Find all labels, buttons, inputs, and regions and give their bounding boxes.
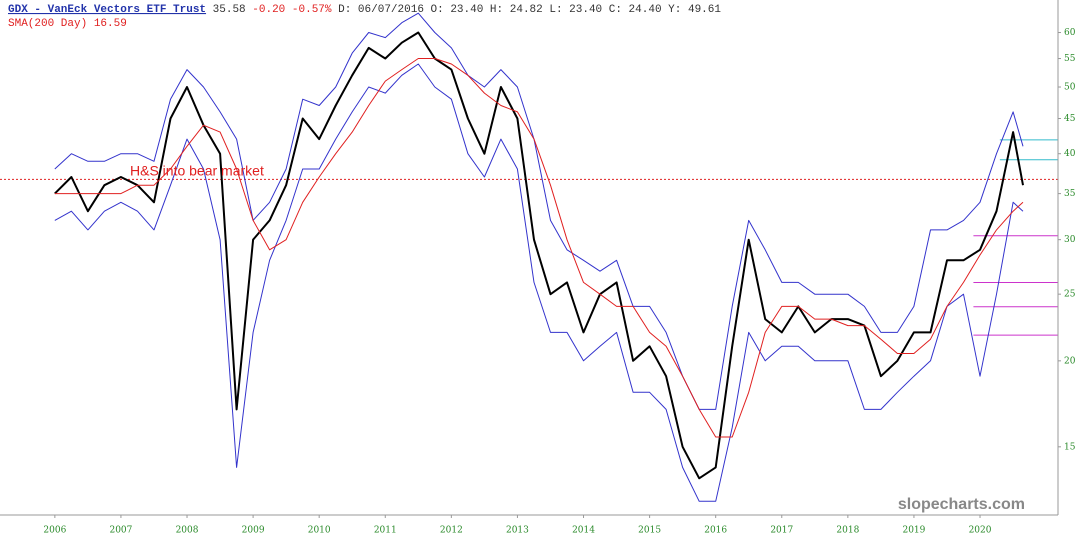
header-line: GDX - VanEck Vectors ETF Trust 35.58 -0.… <box>8 4 721 16</box>
y-tick-label: 55 <box>1064 54 1076 64</box>
y-tick-label: 40 <box>1064 149 1076 159</box>
x-tick-label: 2007 <box>109 526 132 536</box>
y-tick-label: 60 <box>1064 28 1076 38</box>
series-line <box>54 63 1024 502</box>
x-tick-label: 2015 <box>638 526 661 536</box>
series-line <box>54 31 1024 480</box>
symbol: GDX - VanEck Vectors ETF Trust <box>8 4 206 16</box>
series-line <box>54 58 1024 438</box>
x-tick-label: 2016 <box>704 526 727 536</box>
x-tick-label: 2020 <box>969 526 992 536</box>
x-tick-label: 2008 <box>176 526 199 536</box>
sma-label: SMA(200 Day) 16.59 <box>8 18 127 30</box>
series-line <box>54 12 1024 410</box>
y-tick-label: 50 <box>1064 83 1076 93</box>
x-tick-label: 2011 <box>374 526 397 536</box>
y-tick-label: 30 <box>1064 235 1076 245</box>
y-tick-label: 35 <box>1064 189 1076 199</box>
x-tick-label: 2018 <box>836 526 859 536</box>
y-tick-label: 25 <box>1064 290 1076 300</box>
price: 35.58 <box>213 4 246 16</box>
y-tick-label: 20 <box>1064 356 1076 366</box>
x-tick-label: 2017 <box>770 526 793 536</box>
x-tick-label: 2013 <box>506 526 529 536</box>
details: D: 06/07/2016 O: 23.40 H: 24.82 L: 23.40… <box>338 4 721 16</box>
x-tick-label: 2012 <box>440 526 463 536</box>
x-tick-label: 2009 <box>242 526 265 536</box>
plot <box>0 12 1058 502</box>
annotation: H&S into bear market <box>130 163 264 179</box>
x-tick-label: 2014 <box>572 526 595 536</box>
x-tick-label: 2010 <box>308 526 331 536</box>
y-tick-label: 45 <box>1064 114 1076 124</box>
y-tick-label: 15 <box>1064 442 1076 452</box>
x-tick-label: 2006 <box>43 526 66 536</box>
change: -0.20 -0.57% <box>252 4 332 16</box>
x-tick-label: 2019 <box>902 526 925 536</box>
watermark: slopecharts.com <box>898 496 1025 513</box>
